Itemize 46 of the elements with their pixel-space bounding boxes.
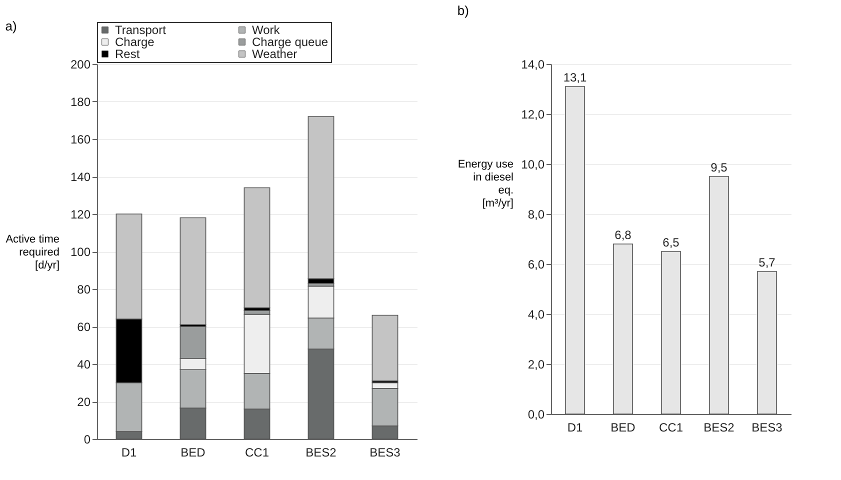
y-axis-title: Energy use in diesel eq. [m³/yr]	[458, 158, 514, 210]
y-tick-label: 20	[77, 395, 91, 409]
chart-title: a)	[5, 18, 17, 34]
x-tick-label: CC1	[658, 420, 684, 434]
y-tick-label: 60	[77, 320, 91, 334]
bar	[180, 217, 206, 326]
y-tick-label: 140	[70, 170, 91, 184]
y-tick-label: 0,0	[528, 408, 545, 422]
y-tick-label: 120	[70, 208, 91, 222]
legend-label: Charge queue	[252, 35, 328, 49]
x-tick-label: D1	[121, 446, 137, 460]
y-tick-label: 10,0	[521, 158, 545, 172]
y-tick-label: 2,0	[528, 358, 545, 372]
x-tick-label: BES3	[752, 420, 783, 434]
y-tick-label: 80	[77, 282, 91, 296]
x-tick-label: BED	[610, 420, 636, 434]
y-tick-label: 12,0	[521, 108, 545, 122]
y-tick-label: 100	[70, 245, 91, 259]
y-tick-label: 200	[70, 58, 91, 72]
y-tick-label: 4,0	[528, 308, 545, 322]
y-tick-label: 40	[77, 358, 91, 372]
y-tick-label: 160	[70, 132, 91, 146]
data-label: 13,1	[563, 70, 587, 84]
x-tick-label: BES3	[370, 446, 401, 460]
legend-label: Rest	[115, 47, 140, 61]
x-tick-label: D1	[567, 420, 583, 434]
x-tick-label: CC1	[244, 446, 270, 460]
data-label: 5,7	[758, 256, 776, 270]
y-tick-label: 0	[84, 432, 91, 446]
legend-label: Charge	[115, 35, 155, 49]
y-tick-label: 14,0	[521, 58, 545, 72]
y-tick-label: 180	[70, 95, 91, 109]
chart-title: b)	[457, 3, 469, 18]
legend-label: Work	[252, 23, 281, 37]
x-tick-label: BES2	[704, 420, 735, 434]
data-label: 6,8	[614, 228, 632, 242]
legend-label: Transport	[115, 23, 167, 37]
y-tick-label: 8,0	[528, 208, 545, 222]
data-label: 9,5	[710, 160, 728, 174]
y-tick-label: 6,0	[528, 258, 545, 272]
bar	[244, 187, 270, 308]
data-label: 6,5	[662, 236, 680, 250]
x-tick-label: BED	[180, 446, 206, 460]
legend-label: Weather	[252, 47, 298, 61]
x-tick-label: BES2	[306, 446, 337, 460]
y-axis-title: Active time required [d/yr]	[6, 234, 60, 272]
